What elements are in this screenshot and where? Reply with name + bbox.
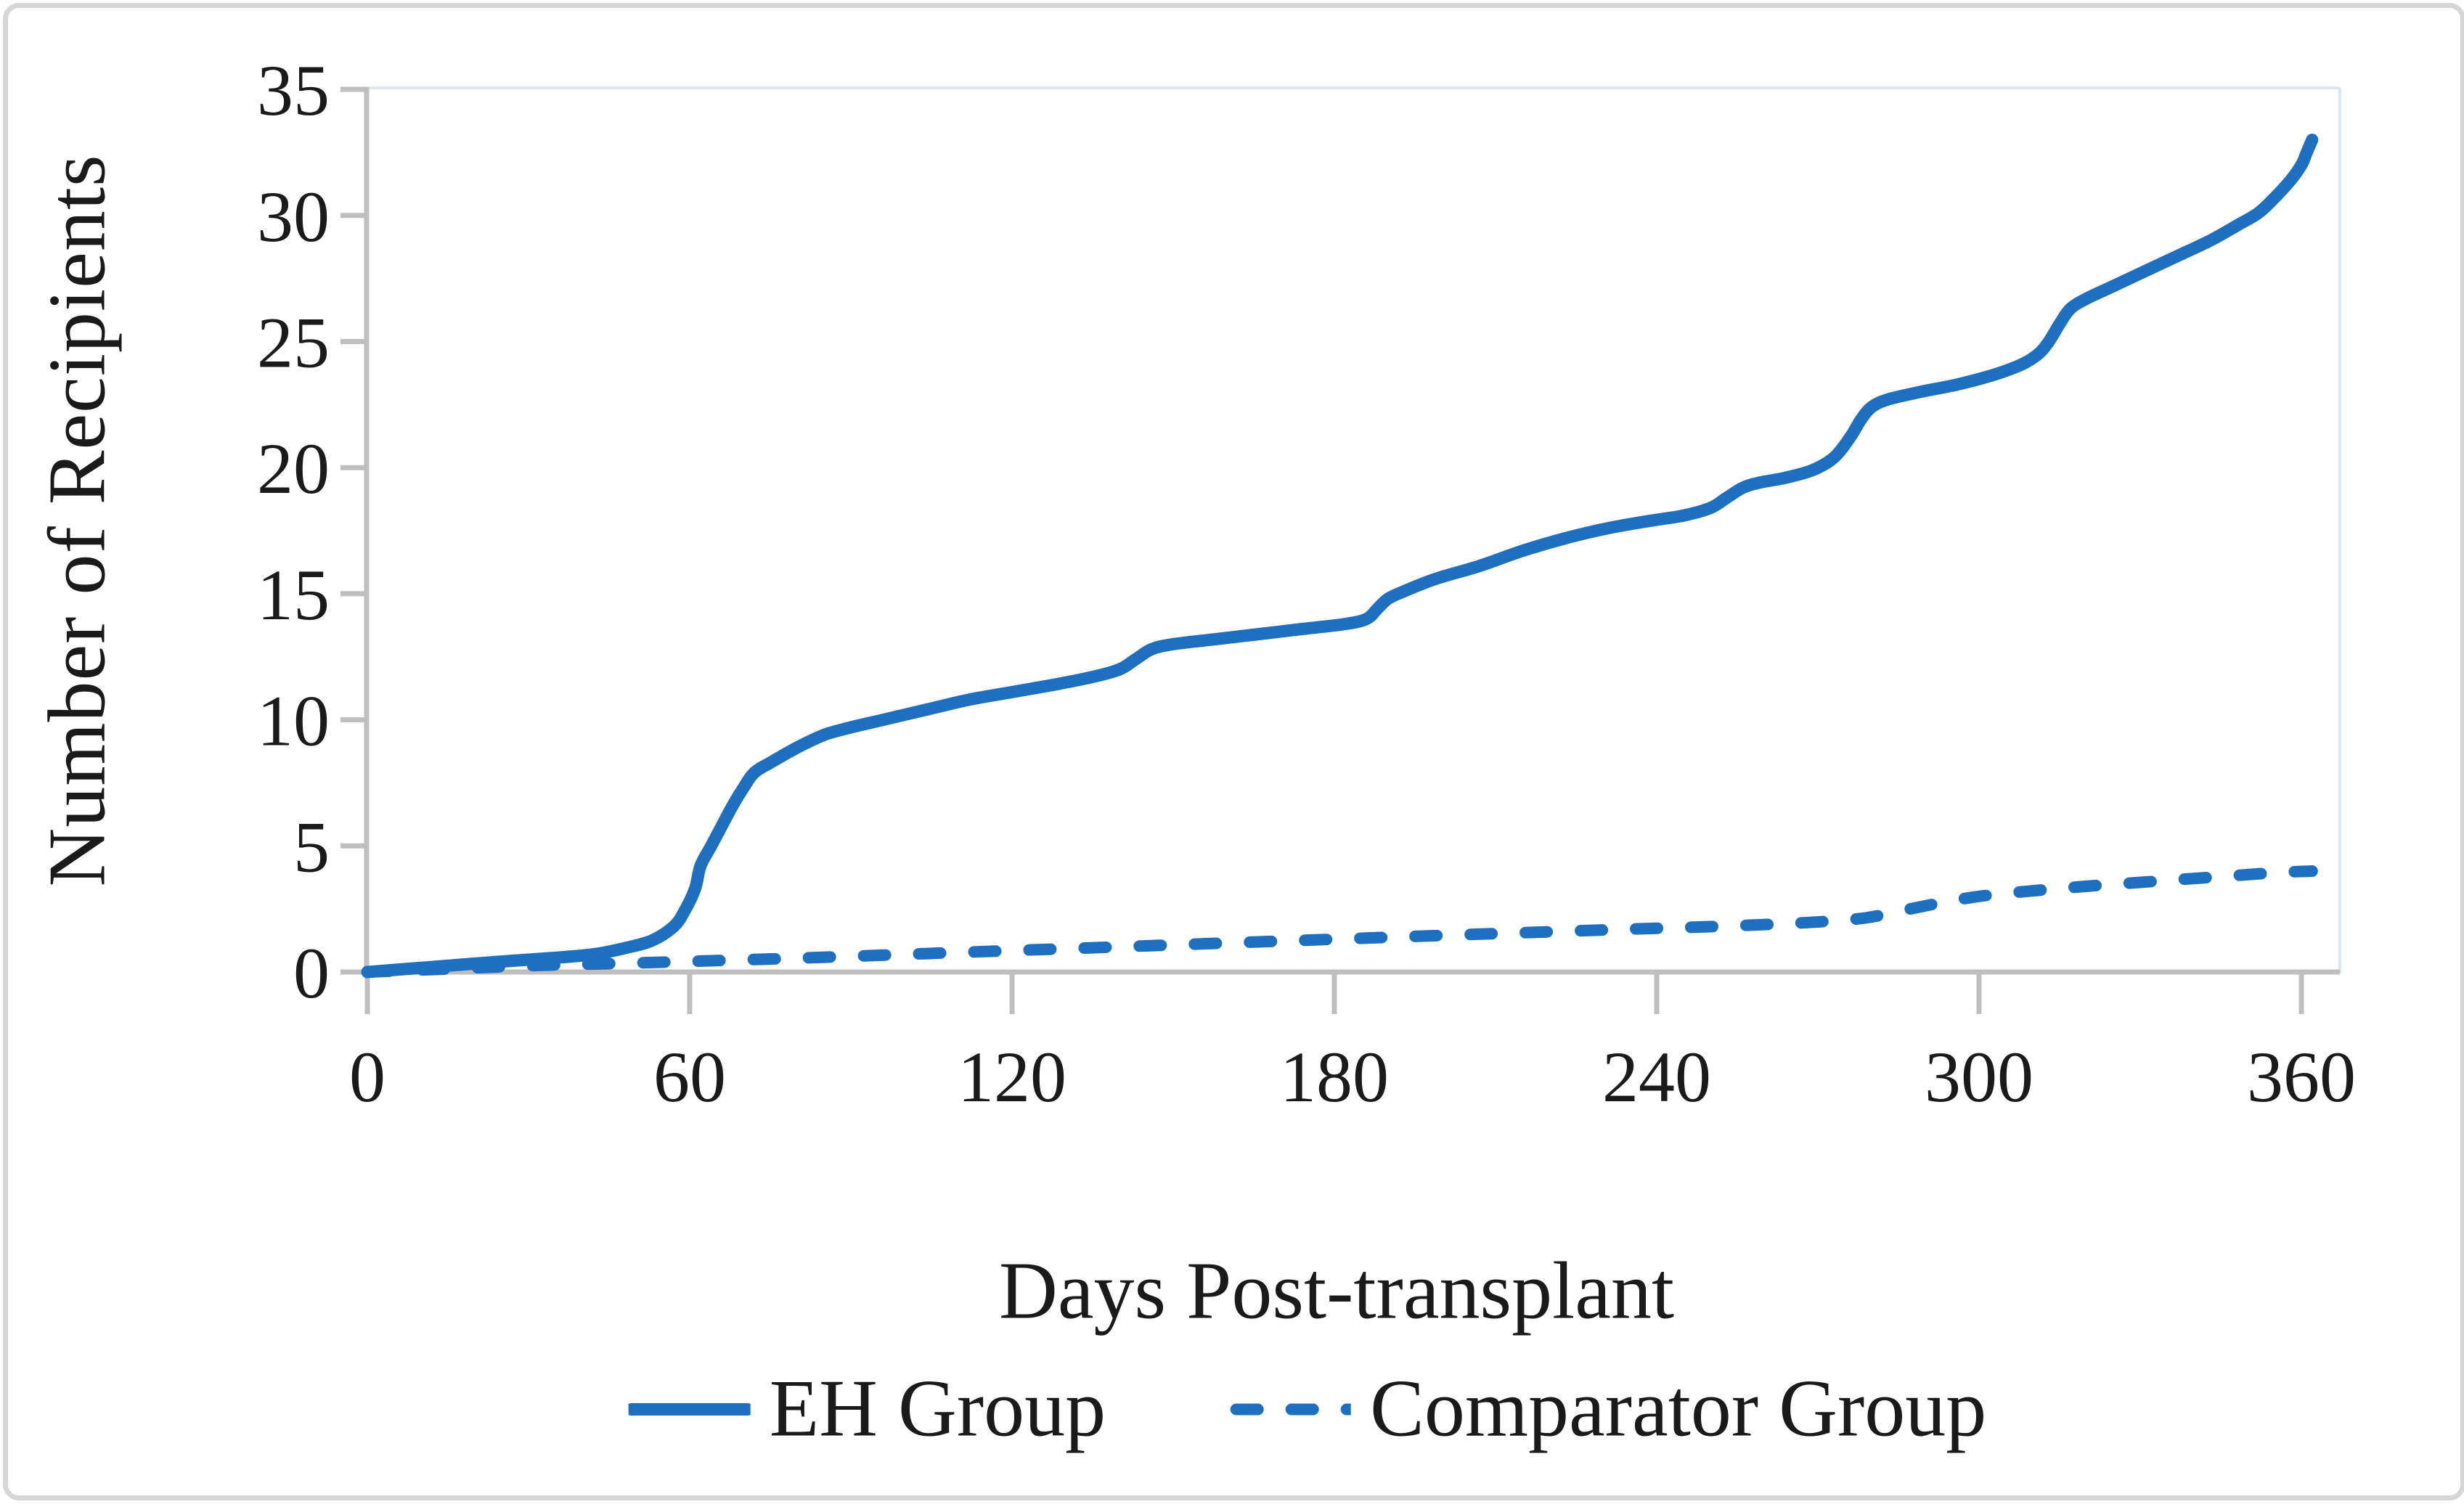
x-tick-label: 300: [1925, 1037, 2033, 1117]
y-tick-label: 0: [293, 933, 330, 1013]
chart-frame: 0 5 10 15 20 25 30 35 0 60 120 180 240 300 360 Number …: [3, 3, 2464, 1500]
x-tick-label: 120: [958, 1037, 1066, 1117]
x-tick-label: 360: [2247, 1037, 2356, 1117]
y-tick-label: 5: [293, 806, 330, 887]
y-tick-label: 20: [257, 428, 330, 509]
x-tick-label: 240: [1602, 1037, 1711, 1117]
comparator-dashed-line-swatch: [1231, 1403, 1352, 1415]
x-tick-label: 60: [653, 1037, 726, 1117]
legend: EH Group Comparator Group: [628, 1363, 1986, 1456]
comparator-group-line: [362, 865, 2318, 978]
y-tick-label: 25: [257, 303, 330, 383]
y-tick-label: 10: [257, 681, 330, 761]
legend-label-eh: EH Group: [769, 1363, 1106, 1454]
legend-item-eh: EH Group: [628, 1363, 1106, 1456]
y-tick-label: 15: [257, 555, 330, 635]
plot-area: 0 5 10 15 20 25 30 35 0 60 120 180 240 300 360: [257, 50, 2356, 1117]
y-tick-label: 30: [257, 176, 330, 257]
x-tick-label: 0: [349, 1037, 385, 1117]
eh-group-line: [361, 134, 2319, 979]
legend-label-comparator: Comparator Group: [1370, 1363, 1987, 1454]
y-axis-title: Number of Recipients: [32, 154, 123, 887]
legend-item-comparator: Comparator Group: [1229, 1363, 1986, 1456]
eh-solid-line-swatch: [628, 1402, 751, 1416]
y-tick-label: 35: [257, 50, 330, 131]
x-tick-label: 180: [1280, 1037, 1389, 1117]
x-axis-title: Days Post-transplant: [998, 1246, 1675, 1336]
